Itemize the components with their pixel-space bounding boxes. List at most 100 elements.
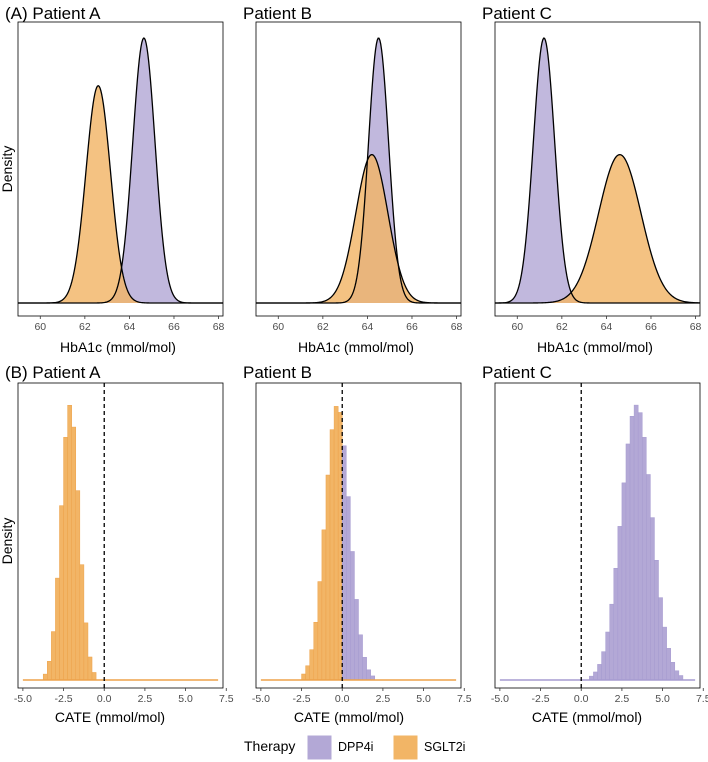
x-tick-label: 5.0 [416, 693, 431, 705]
panel-title-a-patient-c: Patient C [482, 4, 552, 23]
histogram-bar-sglt2i [59, 505, 64, 681]
histogram-bar-sglt2i [79, 564, 85, 681]
x-tick-label: 0.0 [574, 693, 589, 705]
x-tick-label: 7.5 [219, 693, 234, 705]
histogram-bar-dpp4i [346, 496, 351, 681]
histogram-bar-sglt2i [91, 672, 97, 681]
histogram-bar-dpp4i [625, 443, 631, 681]
histogram-bar-dpp4i [633, 404, 639, 681]
x-tick-label: -2.5 [55, 693, 73, 705]
histogram-bar-dpp4i [629, 416, 635, 681]
x-tick-label: -2.5 [532, 693, 550, 705]
x-tick-label: 5.0 [178, 693, 193, 705]
x-tick-label: -5.0 [14, 693, 32, 705]
density-area-dpp4i [495, 38, 700, 303]
panel-title-a-patient-b: Patient B [243, 4, 312, 23]
histogram-bar-dpp4i [613, 568, 619, 681]
legend: Therapy DPP4i SGLT2i [244, 734, 465, 761]
histogram-bar-sglt2i [67, 405, 72, 681]
histogram-bar-dpp4i [593, 671, 598, 681]
histogram-bar-dpp4i [362, 657, 367, 681]
x-tick-label: -5.0 [252, 693, 270, 705]
density-panel-patient-a: 60 62 64 66 68 [17, 21, 225, 333]
histogram-bar-dpp4i [658, 597, 663, 681]
histogram-bar-dpp4i [617, 526, 623, 681]
x-tick-label: 68 [451, 321, 463, 333]
density-line-sglt2i [256, 153, 461, 304]
histogram-bar-sglt2i [71, 426, 77, 681]
histogram-bar-dpp4i [350, 551, 355, 681]
legend-key-dpp4i [306, 734, 333, 761]
legend-title: Therapy [244, 738, 295, 754]
x-tick-label: 7.5 [457, 693, 472, 705]
histogram-bar-dpp4i [662, 626, 667, 681]
y-axis-label-top: Density [0, 146, 15, 193]
x-axis-label-b1: CATE (mmol/mol) [55, 709, 165, 725]
histogram-bar-dpp4i [637, 412, 643, 681]
histogram-bar-sglt2i [83, 622, 89, 681]
x-tick-label: 62 [79, 321, 91, 333]
x-tick-label: 60 [511, 321, 523, 333]
x-tick-label: 68 [690, 321, 702, 333]
histogram-panel-patient-a: -5.0 -2.5 0.0 2.5 5.0 7.5 [14, 382, 234, 705]
histogram-panel-patient-b: -5.0 -2.5 0.0 2.5 5.0 7.5 [252, 382, 472, 705]
histogram-bar-dpp4i [654, 560, 659, 681]
x-tick-label: 0.0 [97, 693, 112, 705]
histogram-bar-sglt2i [313, 621, 319, 681]
x-axis-label-b3: CATE (mmol/mol) [532, 709, 642, 725]
x-axis-label-a3: HbA1c (mmol/mol) [537, 339, 653, 355]
x-tick-label: 2.5 [615, 693, 630, 705]
histogram-bar-dpp4i [621, 482, 627, 681]
x-tick-label: 62 [556, 321, 568, 333]
histogram-bar-dpp4i [597, 664, 602, 681]
histogram-bars [589, 404, 684, 681]
x-tick-label: -2.5 [293, 693, 311, 705]
legend-key-sglt2i [392, 734, 419, 761]
x-tick-label: 2.5 [376, 693, 391, 705]
histogram-bar-sglt2i [333, 406, 339, 681]
histogram-panel-patient-c: -5.0 -2.5 0.0 2.5 5.0 7.5 [491, 382, 708, 705]
panel-frame [494, 382, 701, 689]
panel-title-b-patient-b: Patient B [243, 363, 312, 382]
histogram-bar-dpp4i [358, 634, 363, 681]
histogram-bar-dpp4i [609, 603, 615, 681]
legend-label-sglt2i: SGLT2i [424, 740, 465, 754]
x-tick-label: 7.5 [696, 693, 708, 705]
x-tick-label: 66 [406, 321, 418, 333]
density-line-sglt2i [495, 153, 701, 304]
histogram-bar-dpp4i [641, 437, 647, 681]
density-area-sglt2i [256, 154, 461, 303]
panel-title-a-patient-a: (A) Patient A [5, 4, 101, 23]
density-line-sglt2i [18, 84, 223, 304]
x-tick-label: 68 [213, 321, 225, 333]
histogram-bar-sglt2i [301, 673, 306, 681]
histogram-bar-dpp4i [366, 669, 371, 681]
x-tick-label: -5.0 [491, 693, 509, 705]
x-axis-label-b2: CATE (mmol/mol) [294, 709, 404, 725]
x-axis-label-a2: HbA1c (mmol/mol) [298, 339, 414, 355]
x-tick-label: 66 [645, 321, 657, 333]
x-axis-label-a1: HbA1c (mmol/mol) [60, 339, 176, 355]
histogram-bar-sglt2i [325, 474, 331, 681]
histogram-bar-sglt2i [329, 429, 335, 681]
histogram-bar-sglt2i [51, 631, 56, 681]
x-tick-label: 64 [124, 321, 136, 333]
panel-title-b-patient-a: (B) Patient A [5, 363, 101, 382]
x-tick-label: 62 [317, 321, 329, 333]
x-tick-label: 66 [168, 321, 180, 333]
legend-label-dpp4i: DPP4i [338, 740, 373, 754]
x-tick-label: 2.5 [138, 693, 153, 705]
histogram-bar-sglt2i [42, 673, 48, 681]
histogram-bar-sglt2i [63, 437, 68, 681]
histogram-bar-dpp4i [605, 631, 610, 681]
x-tick-label: 64 [362, 321, 374, 333]
histogram-bar-sglt2i [317, 581, 323, 681]
histogram-bar-sglt2i [55, 577, 60, 681]
histogram-bar-dpp4i [646, 474, 651, 681]
x-tick-label: 64 [601, 321, 613, 333]
x-tick-label: 60 [34, 321, 46, 333]
density-panel-patient-b: 60 62 64 66 68 [255, 21, 463, 333]
density-area-sglt2i [495, 154, 700, 303]
panel-frame [17, 382, 224, 689]
